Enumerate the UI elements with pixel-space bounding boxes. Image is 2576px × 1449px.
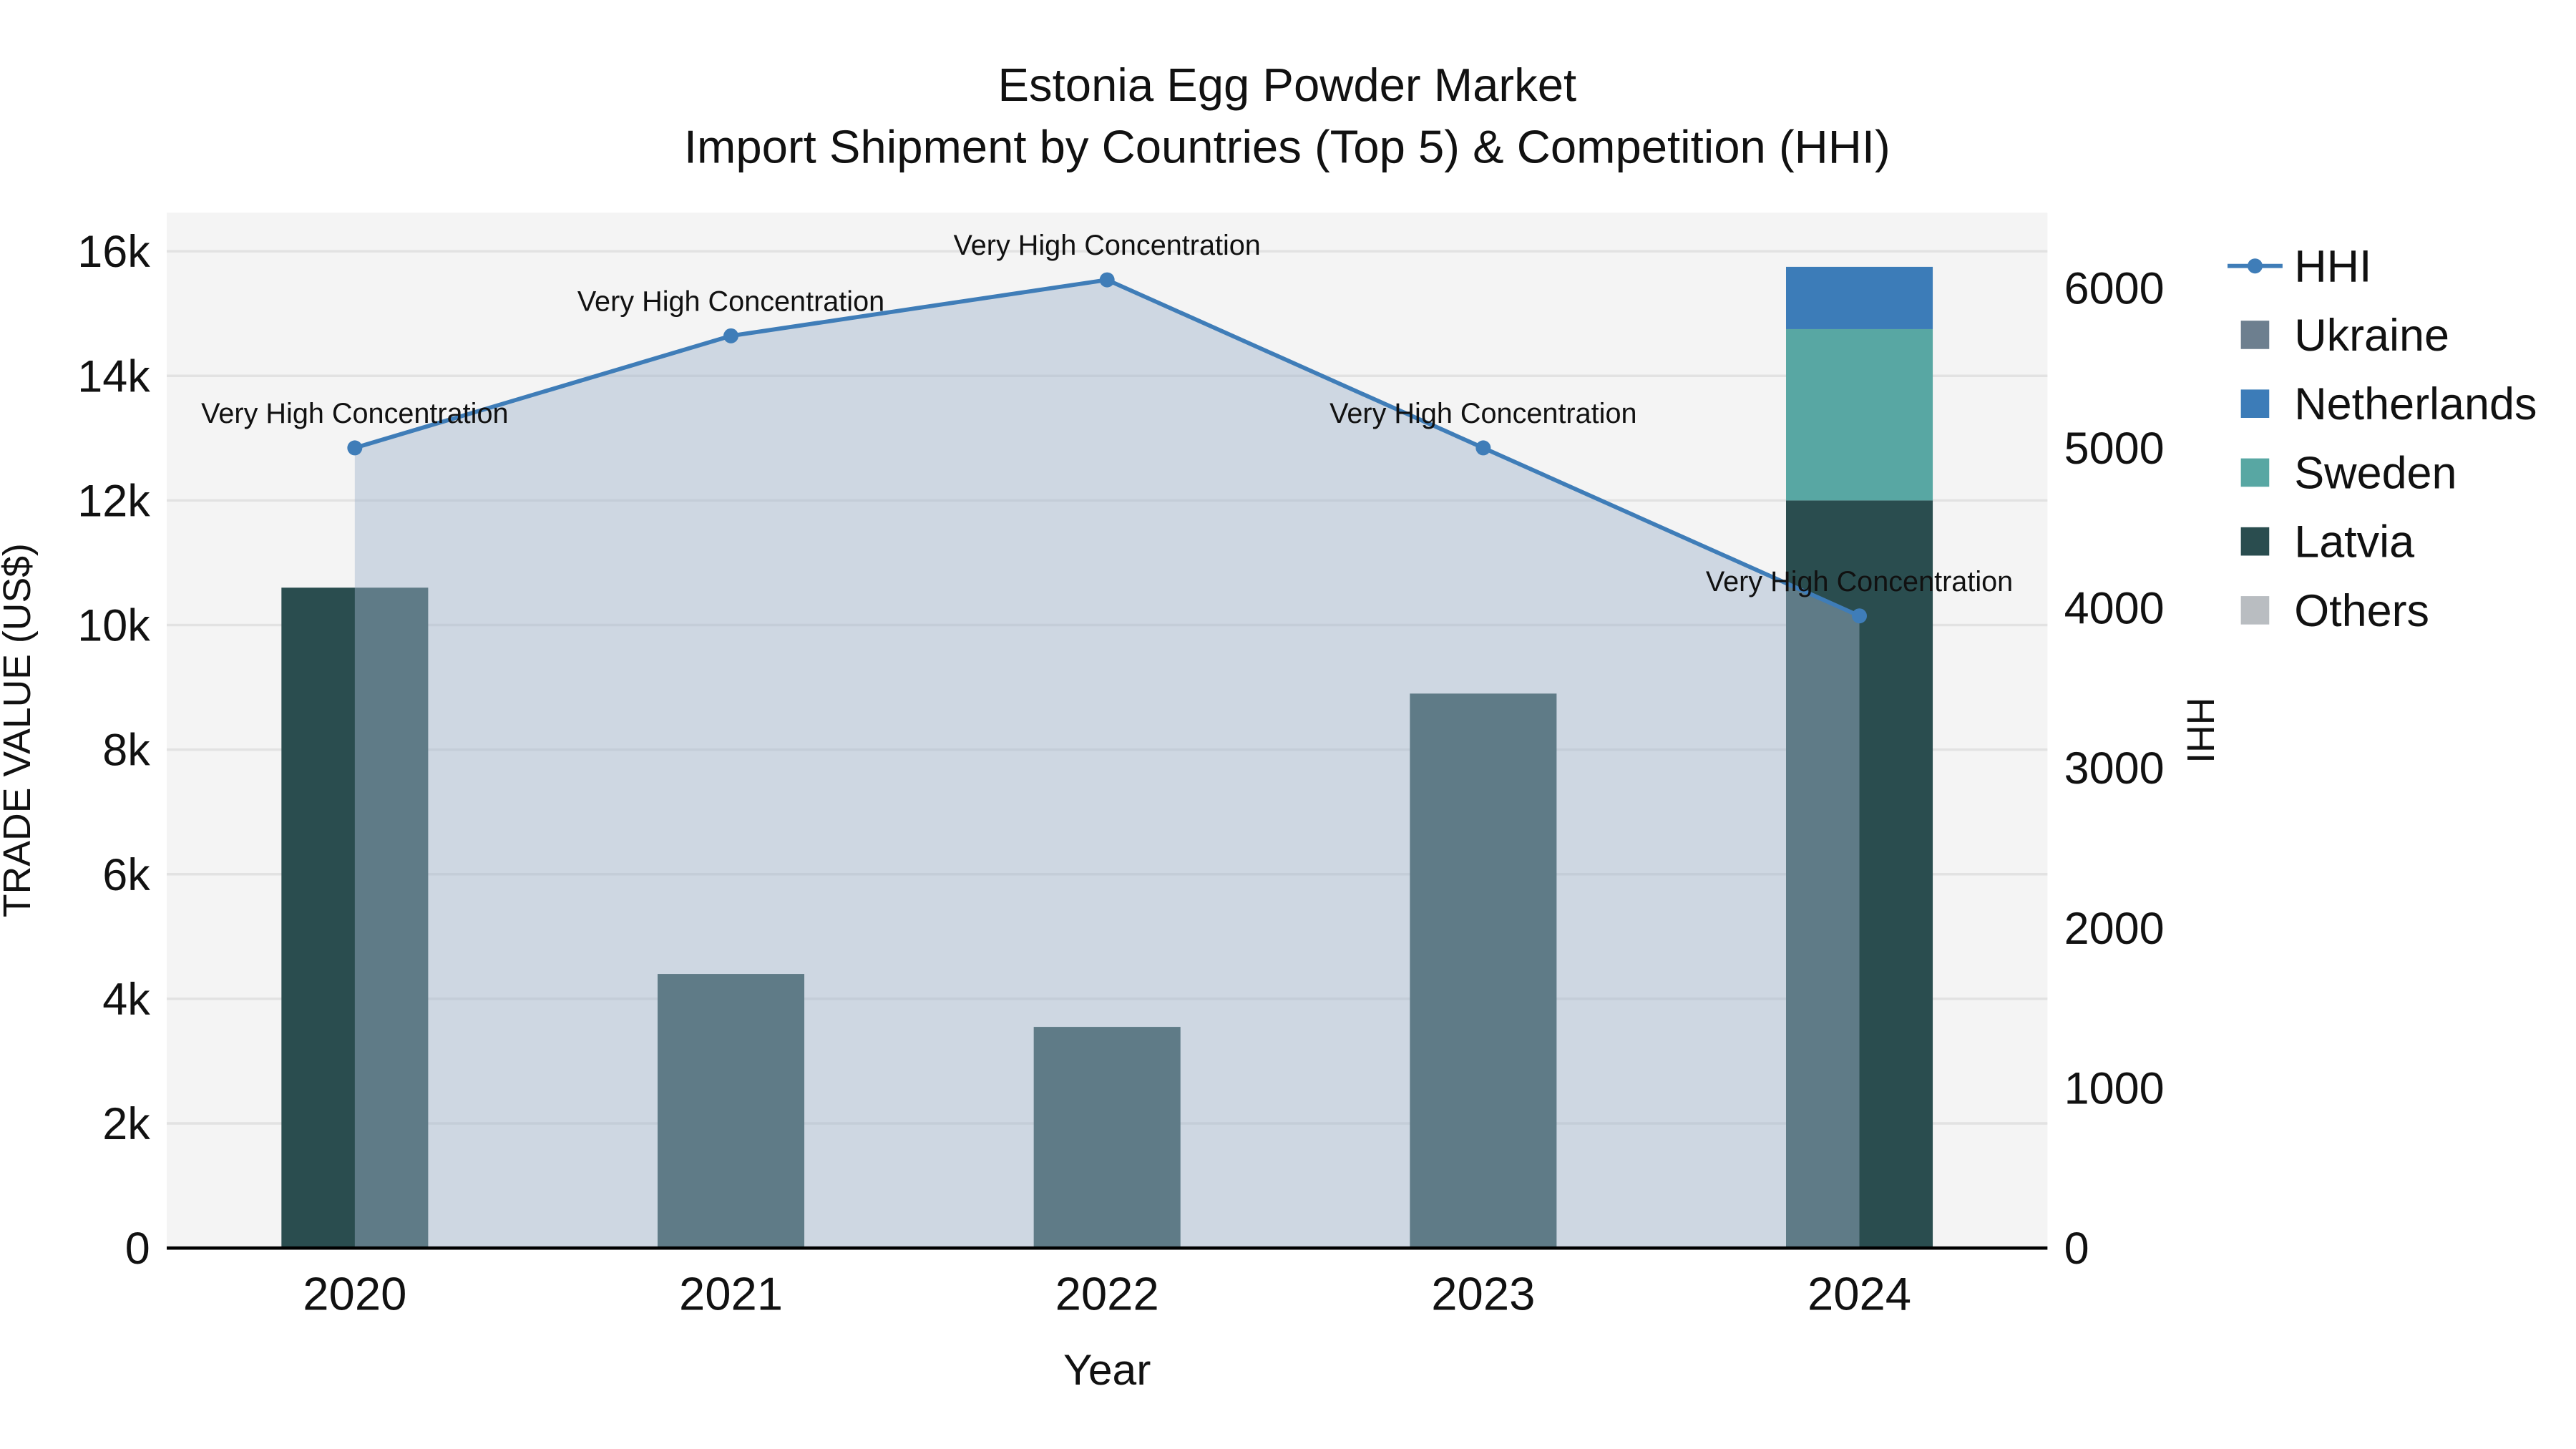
left-axis-tick-0: 0 [125,1224,150,1274]
hhi-marker-2024 [1852,608,1868,624]
gridlines [167,250,2048,1125]
right-axis-tick-6000: 6000 [2064,263,2165,313]
hhi-marker-2022 [1099,272,1115,288]
legend-item-others[interactable]: Others [2240,586,2429,636]
legend-label: Others [2294,586,2429,636]
left-axis-tick-4k: 4k [102,975,150,1025]
bar-segment-latvia-2021 [657,974,805,1249]
hhi-marker-2020 [347,440,363,456]
hhi-area-fill [354,280,1860,1249]
legend-swatch-icon [2240,458,2270,487]
left-axis-tick-6k: 6k [102,850,150,900]
legend: HHI Ukraine Netherlands Sweden Latvia Others [2228,242,2537,636]
annotation-2020: Very High Concentration [201,398,508,429]
right-axis-tick-5000: 5000 [2064,424,2165,474]
annotation-2023: Very High Concentration [1330,398,1636,429]
x-axis-tick-2023: 2023 [1431,1267,1535,1319]
right-axis-tick-3000: 3000 [2064,743,2165,794]
legend-item-ukraine[interactable]: Ukraine [2240,311,2449,361]
x-axis-title: Year [1063,1345,1151,1394]
hhi-marker-2023 [1475,440,1491,456]
bar-segment-latvia-2023 [1410,693,1557,1249]
x-axis-tick-2021: 2021 [679,1267,783,1319]
bar-segment-sweden-2024 [1786,328,1933,501]
bar-segment-latvia-2022 [1033,1027,1181,1249]
right-axis-tick-2000: 2000 [2064,904,2165,954]
left-axis-title: TRADE VALUE (US$) [0,543,39,917]
left-axis-tick-16k: 16k [77,227,150,277]
legend-swatch-icon [2240,321,2270,349]
legend-item-netherlands[interactable]: Netherlands [2240,379,2537,429]
hhi-marker-2021 [723,328,738,343]
legend-label: Ukraine [2294,311,2449,361]
chart-title: Estonia Egg Powder Market [998,59,1577,111]
annotation-2024: Very High Concentration [1706,566,2013,597]
bar-segment-netherlands-2024 [1786,266,1933,329]
legend-swatch-icon [2240,527,2270,556]
x-axis-tick-2022: 2022 [1055,1267,1159,1319]
left-axis-tick-8k: 8k [102,726,150,776]
legend-label: Netherlands [2294,379,2537,429]
x-axis-tick-2024: 2024 [1807,1267,1911,1319]
legend-item-sweden[interactable]: Sweden [2240,448,2457,498]
right-axis-tick-0: 0 [2064,1224,2089,1274]
legend-item-latvia[interactable]: Latvia [2240,517,2414,567]
bar-series [281,266,1933,1249]
annotation-2021: Very High Concentration [577,286,884,317]
right-axis-tick-4000: 4000 [2064,584,2165,634]
left-axis-tick-12k: 12k [77,476,150,526]
legend-swatch-icon [2240,389,2270,418]
chart-subtitle: Import Shipment by Countries (Top 5) & C… [684,120,1890,172]
legend-line-marker-icon [2247,258,2263,274]
bar-segment-latvia-2020 [281,587,429,1249]
left-axis-tick-14k: 14k [77,351,150,401]
legend-label: HHI [2294,242,2371,292]
right-axis-title: HHI [2179,698,2222,763]
x-axis-tick-2020: 2020 [303,1267,406,1319]
bar-segment-latvia-2024 [1786,500,1933,1249]
legend-swatch-icon [2240,596,2270,625]
legend-item-hhi[interactable]: HHI [2228,242,2372,292]
legend-label: Latvia [2294,517,2414,567]
right-axis-tick-1000: 1000 [2064,1064,2165,1114]
legend-label: Sweden [2294,448,2457,498]
left-axis-tick-2k: 2k [102,1099,150,1149]
left-axis-tick-10k: 10k [77,601,150,651]
annotation-2022: Very High Concentration [954,230,1261,261]
